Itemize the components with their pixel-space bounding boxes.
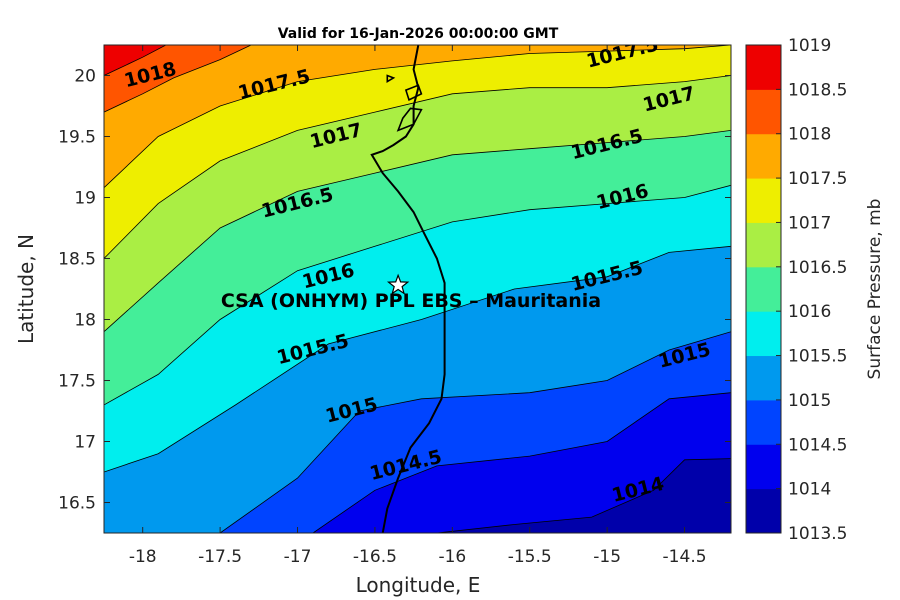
x-tick-label: -16 — [438, 547, 466, 567]
island-2 — [386, 74, 396, 84]
isobar-1016 — [104, 184, 731, 406]
colorbar-swatch-1015 — [746, 355, 781, 401]
colorbar: 1013.5 1014 1014.5 1015 1015.5 1016 1016.5 1017… — [745, 36, 847, 544]
colorbar-swatch-1018.5 — [746, 45, 781, 90]
pressure-band-1017.5 — [104, 45, 731, 188]
y-tick-label: 18 — [74, 311, 96, 331]
y-axis-ticks: 16.5 17 17.5 18 18.5 19 19.5 20 — [58, 67, 731, 514]
x-tick-label: -17.5 — [198, 547, 242, 567]
colorbar-swatch-1016 — [746, 266, 781, 312]
x-axis-label: Longitude, E — [356, 573, 481, 597]
x-tick-label: -15 — [593, 547, 621, 567]
pressure-bands — [104, 45, 731, 533]
site-marker-group: CSA (ONHYM) PPL EBS – Mauritania — [221, 273, 601, 312]
pressure-band-1018 — [104, 45, 731, 113]
figure-title: Valid for 16-Jan-2026 00:00:00 GMT — [278, 26, 559, 42]
colorbar-swatch-1015.5 — [746, 311, 781, 357]
colorbar-swatch-1017.5 — [746, 133, 781, 179]
colorbar-swatch-1014.5 — [746, 399, 781, 445]
isobar-1015 — [219, 331, 731, 533]
x-tick-label: -18 — [129, 547, 157, 567]
colorbar-tick-label: 1015.5 — [788, 347, 847, 367]
y-axis-label: Latitude, N — [14, 234, 38, 344]
axes-frame — [103, 44, 732, 534]
y-tick-label: 17 — [74, 433, 96, 453]
colorbar-swatch-1016.5 — [746, 222, 781, 268]
colorbar-swatch-1017 — [746, 178, 781, 223]
x-tick-label: -17 — [284, 547, 312, 567]
coastline — [370, 45, 446, 533]
y-tick-label: 16.5 — [58, 494, 96, 514]
y-tick-label: 17.5 — [58, 372, 96, 392]
colorbar-tick-label: 1018 — [788, 125, 831, 145]
pressure-band-1017 — [104, 45, 731, 259]
island-0 — [396, 107, 423, 132]
site-label: CSA (ONHYM) PPL EBS – Mauritania — [221, 290, 601, 312]
site-star-icon — [386, 273, 410, 295]
colorbar-tick-label: 1013.5 — [788, 524, 847, 544]
colorbar-tick-label: 1018.5 — [788, 80, 847, 100]
colorbar-label: Surface Pressure, mb — [865, 199, 885, 380]
colorbar-tick-label: 1016.5 — [788, 258, 847, 278]
colorbar-tick-label: 1016 — [788, 302, 831, 322]
x-tick-label: -14.5 — [663, 547, 707, 567]
plot-area: 1018 1017.51017.5101710171016.51016.51016… — [104, 45, 731, 533]
colorbar-tick-label: 1015 — [788, 391, 831, 411]
y-tick-label: 18.5 — [58, 250, 96, 270]
colorbar-tick-label: 1014 — [788, 480, 831, 500]
isobar-1015.5 — [104, 245, 731, 473]
colorbar-tick-label: 1014.5 — [788, 435, 847, 455]
colorbar-swatch-1013.5 — [746, 488, 781, 534]
isobar-1014 — [436, 458, 731, 533]
x-tick-label: -15.5 — [508, 547, 552, 567]
colorbar-tick-label: 1019 — [788, 36, 831, 56]
x-tick-label: -16.5 — [353, 547, 397, 567]
colorbar-swatch-1018 — [746, 89, 781, 135]
x-axis-ticks: -18 -17.5 -17 -16.5 -16 -15.5 -15 -14.5 — [129, 45, 707, 567]
colorbar-tick-label: 1017 — [788, 213, 831, 233]
y-tick-label: 19.5 — [58, 128, 96, 148]
colorbar-tick-label: 1017.5 — [788, 169, 847, 189]
y-tick-label: 20 — [74, 67, 96, 87]
isobar-1018.5 — [104, 45, 167, 76]
coastline-path — [370, 45, 446, 533]
island-1 — [404, 84, 423, 102]
colorbar-swatch-1014 — [746, 444, 781, 490]
colorbar-frame — [745, 44, 782, 534]
isobar-1018 — [104, 45, 252, 113]
isobar-1016.5 — [104, 130, 731, 332]
isobar-1014.5 — [312, 392, 731, 533]
y-tick-label: 19 — [74, 189, 96, 209]
